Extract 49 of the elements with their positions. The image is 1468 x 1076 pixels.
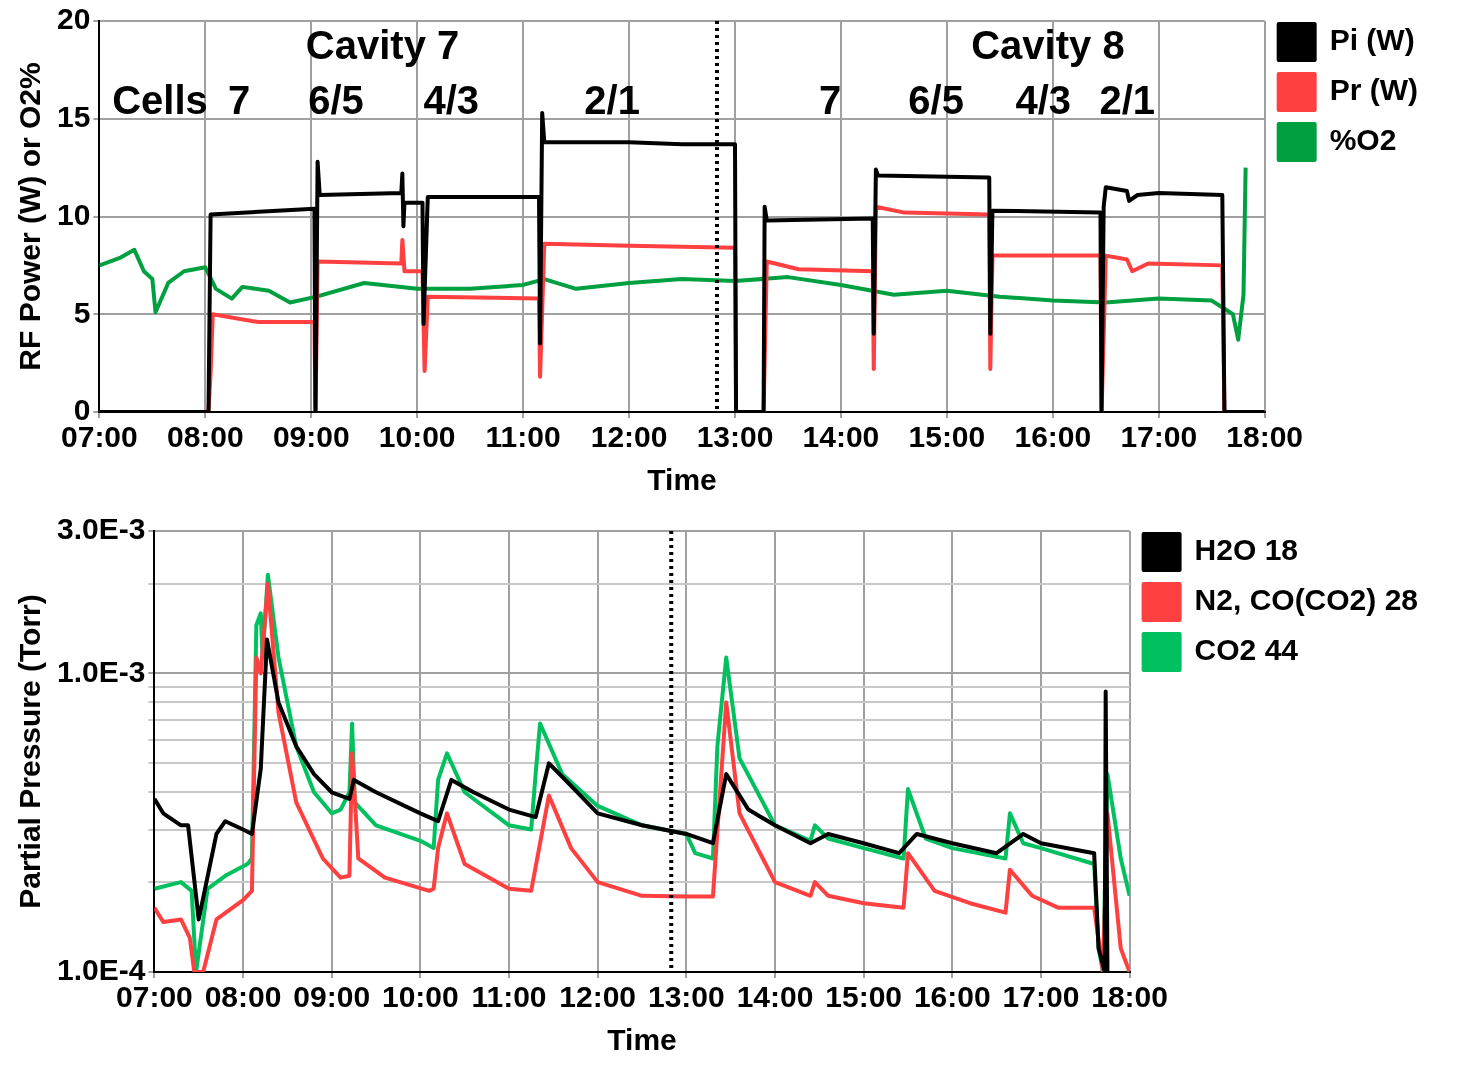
x-tick-label: 16:00 xyxy=(913,980,991,1014)
x-tick-label: 10:00 xyxy=(378,420,456,454)
annotation: Cavity 7 xyxy=(305,23,460,68)
annotation: Cavity 8 xyxy=(971,23,1125,68)
x-tick-label: 13:00 xyxy=(647,980,725,1014)
x-tick-label: 14:00 xyxy=(802,420,880,454)
x-tick-label: 09:00 xyxy=(272,420,350,454)
x-tick-label: 12:00 xyxy=(559,980,637,1014)
y-tick-label: 5 xyxy=(73,295,91,329)
x-tick-label: 17:00 xyxy=(1002,980,1080,1014)
legend-label: CO2 44 xyxy=(1194,633,1299,667)
x-tick-label: 10:00 xyxy=(381,980,459,1014)
annotation: 2/1 xyxy=(1099,78,1155,123)
x-tick-label: 17:00 xyxy=(1120,420,1198,454)
legend-label: Pr (W) xyxy=(1329,73,1419,107)
x-tick-label: 14:00 xyxy=(736,980,814,1014)
annotation: 7 xyxy=(818,78,842,123)
y-tick-label: 20 xyxy=(56,2,91,36)
x-axis-title: Time xyxy=(607,1023,677,1057)
legend-label: N2, CO(CO2) 28 xyxy=(1194,583,1418,617)
legend-label: Pi (W) xyxy=(1329,23,1415,57)
annotation: 6/5 xyxy=(908,78,964,123)
y-tick-label: 10 xyxy=(56,197,91,231)
y-tick-label: 1.0E-3 xyxy=(57,654,146,688)
x-axis-title: Time xyxy=(647,463,717,497)
x-tick-label: 11:00 xyxy=(485,420,561,454)
x-tick-label: 11:00 xyxy=(471,980,547,1014)
annotation: 4/3 xyxy=(423,78,480,123)
x-tick-label: 13:00 xyxy=(696,420,774,454)
x-tick-label: 08:00 xyxy=(166,420,244,454)
annotation: 6/5 xyxy=(308,78,364,123)
y-tick-label: 3.0E-3 xyxy=(57,512,146,546)
x-tick-label: 15:00 xyxy=(908,420,986,454)
x-tick-label: 18:00 xyxy=(1226,420,1304,454)
legend-label: %O2 xyxy=(1329,123,1397,157)
annotation: 4/3 xyxy=(1015,78,1072,123)
x-tick-label: 18:00 xyxy=(1091,980,1168,1014)
x-tick-label: 15:00 xyxy=(825,980,903,1014)
x-tick-label: 08:00 xyxy=(204,980,282,1014)
y-axis-title: RF Power (W) or O2% xyxy=(13,62,47,371)
x-tick-label: 16:00 xyxy=(1014,420,1092,454)
y-tick-label: 15 xyxy=(56,100,91,134)
annotation: 2/1 xyxy=(584,78,640,123)
annotation: Cells xyxy=(112,78,208,123)
legend-label: H2O 18 xyxy=(1194,533,1298,567)
y-axis-title: Partial Pressure (Torr) xyxy=(13,594,47,909)
x-tick-label: 12:00 xyxy=(590,420,668,454)
annotation: 7 xyxy=(228,78,251,123)
x-tick-label: 09:00 xyxy=(293,980,371,1014)
